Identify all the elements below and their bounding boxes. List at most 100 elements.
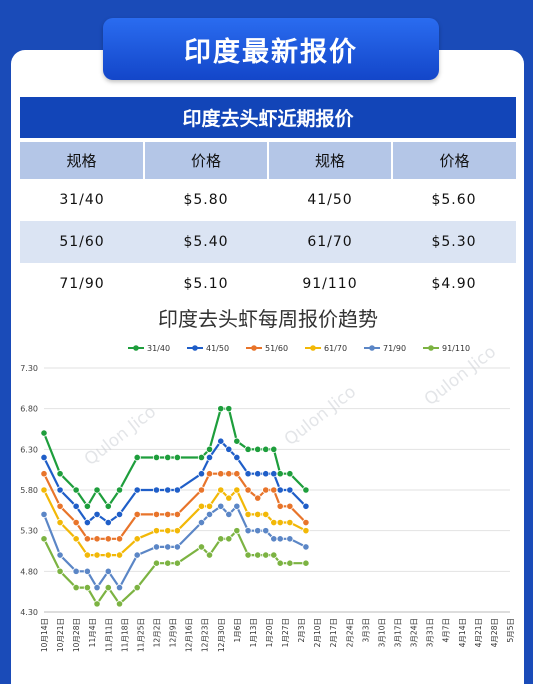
x-tick-label: 12月30日 — [217, 618, 226, 652]
y-tick-label: 6.80 — [20, 405, 38, 414]
legend-marker — [192, 345, 198, 351]
y-tick-label: 4.80 — [20, 567, 38, 576]
data-point — [244, 445, 252, 453]
x-tick-label: 3月17日 — [394, 618, 403, 647]
table-row: 31/40 $5.80 41/50 $5.60 — [20, 179, 516, 221]
table-title: 印度去头虾近期报价 — [20, 97, 516, 138]
data-point — [217, 405, 225, 413]
header-price: 价格 — [144, 142, 269, 179]
data-point — [40, 535, 48, 543]
data-point — [115, 583, 124, 592]
data-point — [164, 543, 172, 551]
grid-lines — [44, 367, 510, 613]
data-point — [152, 543, 161, 551]
legend-marker — [133, 345, 139, 351]
table-cell: 71/90 — [59, 276, 105, 292]
data-point — [270, 470, 278, 478]
data-point — [56, 470, 64, 478]
legend-label: 51/60 — [265, 344, 288, 353]
data-point — [217, 535, 225, 543]
data-point — [244, 551, 252, 559]
x-tick-label: 11月4日 — [88, 618, 97, 647]
data-point — [286, 470, 294, 478]
series-61-70 — [40, 486, 310, 559]
data-point — [133, 583, 141, 592]
data-point — [152, 559, 161, 567]
data-point — [72, 518, 80, 527]
data-point — [233, 437, 241, 445]
data-point — [270, 551, 278, 559]
legend-label: 41/50 — [206, 344, 229, 353]
x-tick-label: 2月17日 — [329, 618, 338, 647]
data-point — [233, 486, 241, 494]
data-point — [115, 600, 124, 608]
data-point — [276, 535, 284, 543]
data-point — [286, 559, 294, 567]
data-point — [152, 510, 161, 518]
data-point — [83, 551, 91, 559]
data-point — [262, 510, 270, 518]
legend-item: 31/40 — [128, 344, 170, 353]
series-lines — [40, 405, 310, 608]
data-point — [72, 535, 80, 543]
data-point — [173, 453, 181, 462]
series-31-40 — [40, 405, 310, 510]
data-point — [270, 486, 278, 494]
data-point — [205, 453, 214, 462]
data-point — [93, 551, 101, 559]
data-point — [173, 510, 181, 518]
data-point — [254, 527, 262, 535]
header-spec: 规格 — [20, 142, 145, 179]
data-point — [254, 445, 262, 453]
data-point — [205, 502, 214, 510]
x-tick-label: 4月7日 — [442, 618, 451, 643]
data-point — [40, 486, 48, 494]
data-point — [164, 510, 172, 518]
x-tick-label: 4月28日 — [490, 618, 499, 647]
data-point — [217, 486, 225, 494]
data-point — [225, 405, 233, 413]
data-point — [217, 470, 225, 478]
data-point — [197, 453, 206, 462]
plot-background — [22, 336, 520, 684]
data-point — [104, 535, 112, 543]
series-51-60 — [40, 470, 310, 543]
legend-label: 71/90 — [383, 344, 406, 353]
data-point — [104, 551, 112, 559]
x-axis: 10月14日 10月21日 10月28日 11月4日 11月11日 11月18日 11月25… — [40, 618, 515, 652]
legend-label: 31/40 — [147, 344, 170, 353]
data-point — [233, 502, 241, 510]
x-tick-label: 2月10日 — [313, 618, 322, 647]
data-point — [164, 453, 172, 462]
data-point — [83, 583, 91, 592]
data-point — [93, 600, 101, 608]
data-point — [286, 518, 294, 527]
data-point — [40, 510, 48, 518]
data-point — [276, 518, 284, 527]
data-point — [56, 551, 64, 559]
data-point — [286, 535, 294, 543]
x-tick-label: 3月10日 — [377, 618, 386, 647]
data-point — [225, 470, 233, 478]
data-point — [83, 518, 91, 527]
data-point — [40, 453, 48, 462]
data-point — [270, 535, 278, 543]
header-spec: 规格 — [268, 142, 393, 179]
data-point — [104, 567, 112, 575]
data-point — [262, 551, 270, 559]
data-point — [93, 510, 101, 518]
data-point — [115, 486, 124, 494]
data-point — [217, 502, 225, 510]
legend-item: 91/110 — [423, 344, 470, 353]
header-price: 价格 — [392, 142, 516, 179]
data-point — [205, 445, 214, 453]
table-cell: 91/110 — [302, 276, 358, 292]
data-point — [164, 486, 172, 494]
table-header-row: 规格 价格 规格 价格 — [20, 142, 516, 179]
data-point — [133, 551, 141, 559]
legend: 31/40 41/50 51/60 61/70 71/90 91/110 — [128, 344, 470, 353]
x-tick-label: 10月28日 — [72, 618, 81, 652]
data-point — [244, 527, 252, 535]
data-point — [40, 429, 48, 437]
data-point — [276, 559, 284, 567]
